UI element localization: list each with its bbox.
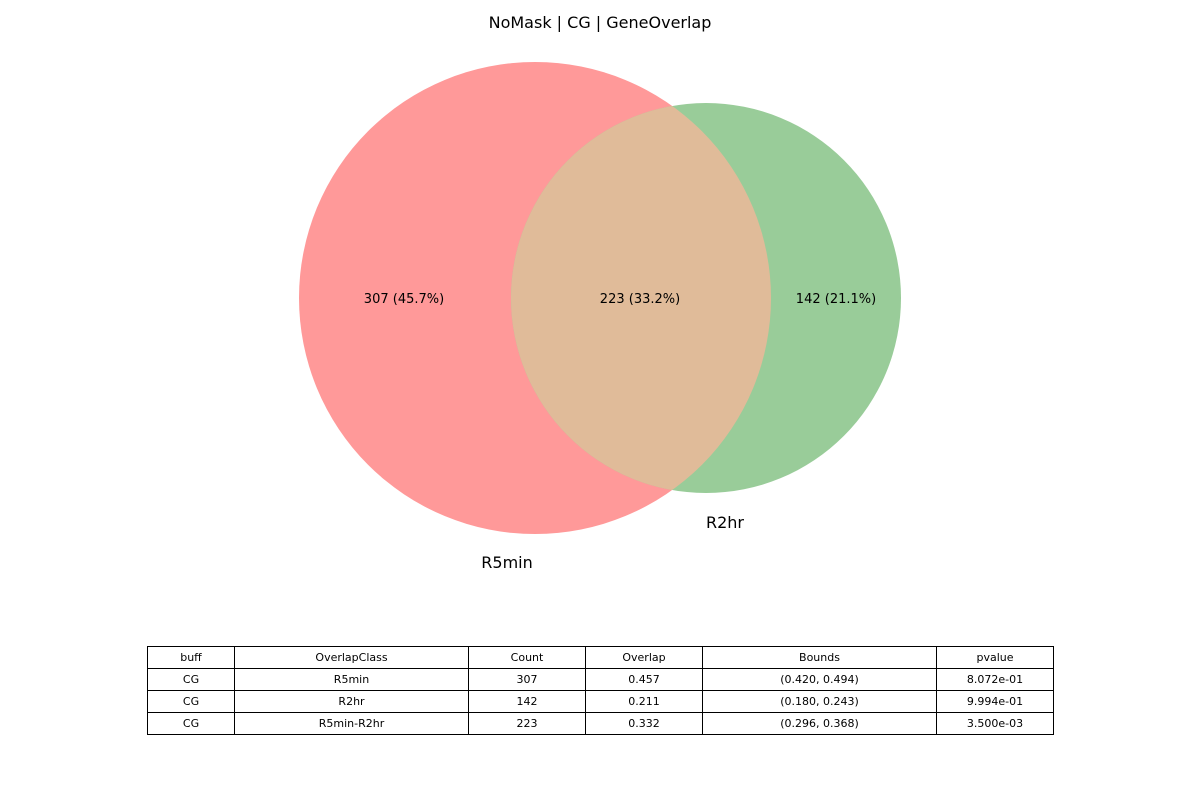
table-cell-pvalue: 3.500e-03 (937, 713, 1054, 735)
table-cell-buff: CG (148, 713, 235, 735)
table-cell-overlap: 0.332 (586, 713, 703, 735)
set-label-r5min: R5min (481, 553, 532, 572)
table-cell-pvalue: 8.072e-01 (937, 669, 1054, 691)
column-header-overlapclass: OverlapClass (235, 647, 469, 669)
set-label-r2hr: R2hr (706, 513, 744, 532)
table-cell-overlap: 0.211 (586, 691, 703, 713)
column-header-bounds: Bounds (703, 647, 937, 669)
table-cell-count: 307 (469, 669, 586, 691)
column-header-count: Count (469, 647, 586, 669)
table-cell-count: 142 (469, 691, 586, 713)
table-cell-bounds: (0.296, 0.368) (703, 713, 937, 735)
table-cell-pvalue: 9.994e-01 (937, 691, 1054, 713)
table-cell-buff: CG (148, 669, 235, 691)
column-header-pvalue: pvalue (937, 647, 1054, 669)
table-row: CG R5min-R2hr 223 0.332 (0.296, 0.368) 3… (148, 713, 1054, 735)
region-label-r2hr-only: 142 (21.1%) (796, 292, 876, 307)
table-row: CG R2hr 142 0.211 (0.180, 0.243) 9.994e-… (148, 691, 1054, 713)
region-label-r5min-only: 307 (45.7%) (364, 292, 444, 307)
table-cell-buff: CG (148, 691, 235, 713)
table-cell-overlapclass: R2hr (235, 691, 469, 713)
table-cell-overlapclass: R5min-R2hr (235, 713, 469, 735)
table-row: CG R5min 307 0.457 (0.420, 0.494) 8.072e… (148, 669, 1054, 691)
table-cell-overlap: 0.457 (586, 669, 703, 691)
table-cell-bounds: (0.420, 0.494) (703, 669, 937, 691)
table-cell-overlapclass: R5min (235, 669, 469, 691)
stats-table: buff OverlapClass Count Overlap Bounds p… (147, 646, 1054, 735)
venn-diagram: NoMask | CG | GeneOverlap 307 (45.7%) 22… (0, 0, 1200, 600)
region-label-intersection: 223 (33.2%) (600, 292, 680, 307)
figure-title: NoMask | CG | GeneOverlap (489, 13, 712, 32)
column-header-buff: buff (148, 647, 235, 669)
table-header-row: buff OverlapClass Count Overlap Bounds p… (148, 647, 1054, 669)
table-cell-count: 223 (469, 713, 586, 735)
table-cell-bounds: (0.180, 0.243) (703, 691, 937, 713)
column-header-overlap: Overlap (586, 647, 703, 669)
